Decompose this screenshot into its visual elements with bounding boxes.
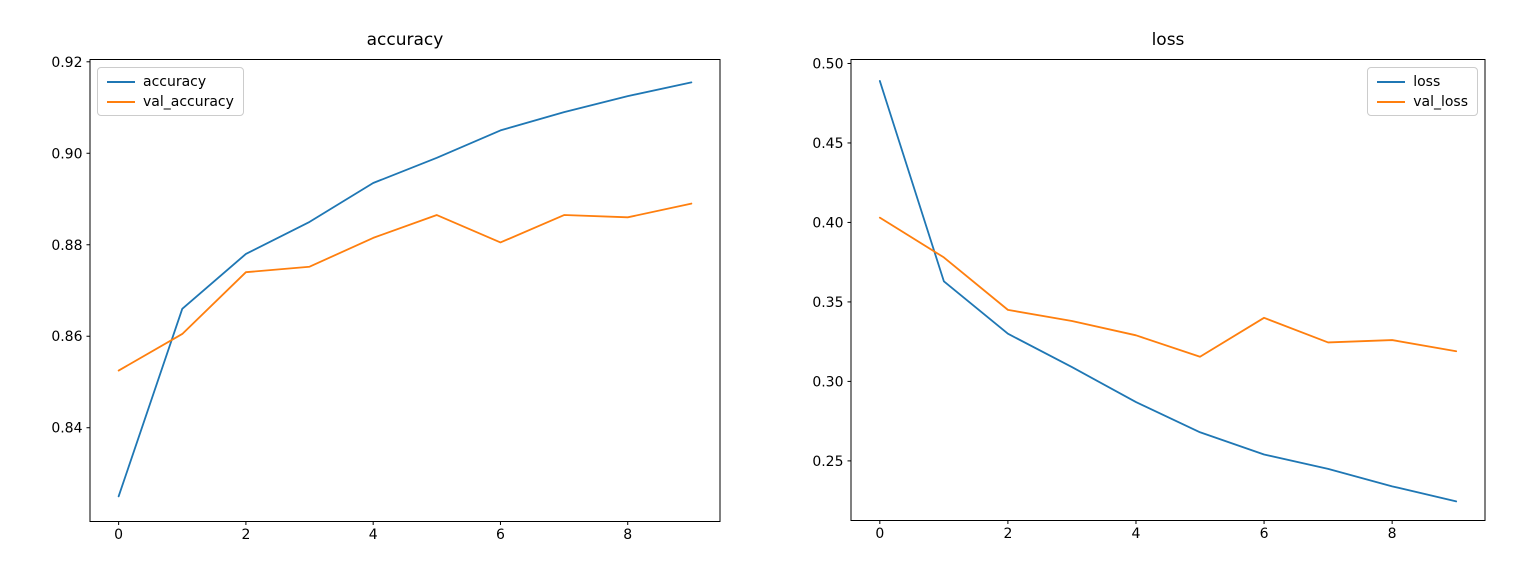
x-tick-label: 2 [241, 527, 250, 543]
y-tick-label: 0.30 [812, 374, 843, 390]
x-tick-label: 4 [1132, 526, 1141, 542]
y-tick-label: 0.84 [51, 421, 82, 437]
y-tick-label: 0.35 [812, 295, 843, 311]
plot-frame [89, 59, 721, 522]
accuracy-line-swatch [107, 80, 135, 83]
loss-line [878, 80, 1458, 503]
accuracy-chart-title: accuracy [366, 30, 444, 50]
val_accuracy-line-swatch [107, 100, 135, 103]
x-tick-label: 6 [1260, 526, 1269, 542]
x-tick-label: 0 [875, 526, 884, 542]
loss-chart-title: loss [1151, 30, 1185, 50]
x-tick-label: 8 [623, 527, 632, 543]
accuracy-line [117, 81, 693, 498]
y-tick-label: 0.86 [51, 329, 82, 345]
legend-label: val_accuracy [143, 93, 234, 110]
y-tick-label: 0.40 [812, 215, 843, 231]
x-tick-label: 8 [1388, 526, 1397, 542]
accuracy-legend: accuracy val_accuracy [97, 67, 244, 116]
val_loss-line [878, 216, 1458, 358]
loss-line-swatch [1377, 80, 1406, 83]
x-tick-label: 2 [1003, 526, 1012, 542]
x-tick-label: 6 [496, 527, 505, 543]
y-tick-label: 0.90 [51, 146, 82, 162]
y-tick-label: 0.88 [51, 238, 82, 254]
legend-entry-loss: loss [1377, 73, 1468, 90]
loss-legend: loss val_loss [1367, 67, 1478, 116]
y-tick-label: 0.45 [812, 136, 843, 152]
legend-entry-val_loss: val_loss [1377, 93, 1468, 110]
legend-entry-accuracy: accuracy [107, 73, 234, 90]
plot-frame [850, 59, 1486, 521]
y-tick-label: 0.25 [812, 454, 843, 470]
y-tick-label: 0.92 [51, 55, 82, 71]
legend-label: accuracy [143, 73, 207, 90]
val_loss-line-swatch [1377, 100, 1406, 103]
legend-label: loss [1413, 73, 1441, 90]
val_accuracy-line [117, 202, 693, 372]
x-tick-label: 0 [114, 527, 123, 543]
y-tick-label: 0.50 [812, 56, 843, 72]
legend-entry-val_accuracy: val_accuracy [107, 93, 234, 110]
x-tick-label: 4 [369, 527, 378, 543]
legend-label: val_loss [1413, 93, 1468, 110]
